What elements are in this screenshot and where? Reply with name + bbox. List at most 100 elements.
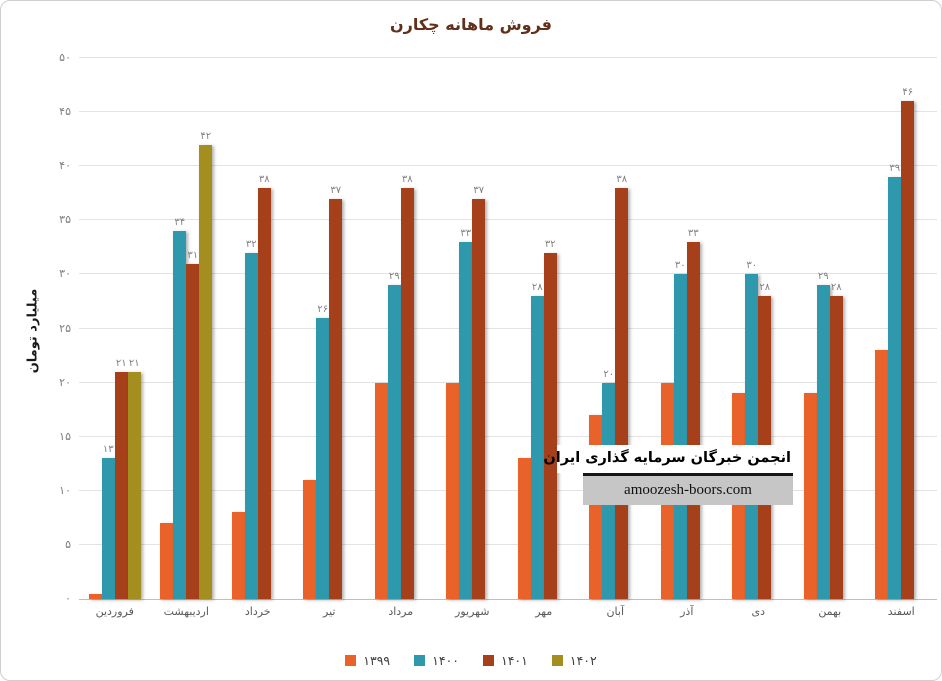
gridline xyxy=(79,435,937,437)
bar xyxy=(459,241,473,599)
x-axis-label: اسفند xyxy=(887,605,915,618)
bar-value-label: ۲۹ xyxy=(817,271,829,283)
bar-cluster: ۳۰ ۳۳ xyxy=(660,58,713,599)
bar-slot xyxy=(914,58,927,599)
bar-cluster: ۲۰ ۳۸ xyxy=(589,58,641,599)
bar-cluster: ۳۲ ۳۸ xyxy=(231,58,284,599)
bar xyxy=(673,274,687,599)
x-axis-label: فروردین xyxy=(95,605,134,618)
category-group: ۳۰ ۳۳ xyxy=(651,58,723,599)
bar xyxy=(101,458,115,599)
bar-value-label: ۲۰ xyxy=(603,368,615,380)
bar-slot xyxy=(803,58,817,599)
bar-slot: ۲۸ xyxy=(829,58,843,599)
bar-slot: ۲۱ xyxy=(127,58,141,599)
category-group: ۳۰ ۲۸ xyxy=(723,58,795,599)
y-tick-label: ۵ xyxy=(65,537,71,551)
bar-cluster: ۲۹ ۳۸ xyxy=(374,58,427,599)
category-group: ۲۸ ۳۲ xyxy=(508,58,580,599)
bar xyxy=(686,241,700,599)
bar-slot: ۲۰ xyxy=(602,58,616,599)
bar-cluster: ۲۶ ۳۷ xyxy=(303,58,355,599)
bar-value-label: ۳۳ xyxy=(687,227,699,239)
gridline xyxy=(79,489,937,491)
gridline xyxy=(79,273,937,275)
bar-slot: ۳۸ xyxy=(257,58,271,599)
bar-slot xyxy=(231,58,245,599)
bar-value-label: ۳۷ xyxy=(473,184,485,196)
bar-value-label: ۳۲ xyxy=(245,238,257,250)
bar-slot xyxy=(843,58,856,599)
category-group: ۱۳ ۲۱ ۲۱ xyxy=(79,58,151,599)
bar-slot xyxy=(660,58,674,599)
bar-value-label: ۳۹ xyxy=(889,163,901,175)
bar-slot xyxy=(557,58,570,599)
bar-value-label: ۲۶ xyxy=(317,303,329,315)
y-tick-label: ۳۵ xyxy=(59,213,71,227)
y-tick-label: ۴۰ xyxy=(59,159,71,173)
legend-swatch xyxy=(551,655,563,666)
bar-slot: ۳۸ xyxy=(615,58,629,599)
y-tick-label: ۱۵ xyxy=(59,429,71,443)
bar-slot xyxy=(875,58,889,599)
bar-cluster: ۲۹ ۲۸ xyxy=(803,58,856,599)
bar-slot xyxy=(485,58,498,599)
bar-value-label: ۳۲ xyxy=(544,238,556,250)
bar xyxy=(589,415,603,599)
bar xyxy=(114,371,128,599)
bar-value-label: ۳۰ xyxy=(674,260,686,272)
bar xyxy=(303,479,317,599)
category-group: ۲۹ ۳۸ xyxy=(365,58,437,599)
bar xyxy=(615,187,629,599)
bar-value-label: ۲۸ xyxy=(531,282,543,294)
bar-slot: ۳۳ xyxy=(686,58,700,599)
x-axis-label: شهریور xyxy=(455,605,490,618)
bar-cluster: ۳۴ ۳۱ ۴۲ xyxy=(160,58,213,599)
x-axis-label: تیر xyxy=(323,605,336,618)
bar-cluster: ۳۹ ۴۶ xyxy=(875,58,927,599)
bar xyxy=(829,296,843,599)
bar-value-label: ۳۴ xyxy=(174,217,186,229)
plot-area: ۱۳ ۲۱ ۲۱ ۳۴ ۳۱ ۴۲ ۳۲ ۳۸ ۲۶ ۳۷ ۲۹ ۳۸ ۳۳ ۳۷ ۲۸ ۳۲ ۲۰ ۳۸ ۳۰ ۳۳… xyxy=(79,57,937,600)
bar-value-label: ۴۶ xyxy=(902,87,914,99)
bar xyxy=(446,382,460,599)
legend-item: ۱۴۰۱ xyxy=(483,653,528,668)
bar xyxy=(387,285,401,599)
gridline xyxy=(79,219,937,221)
bar xyxy=(875,350,889,599)
bar-slot xyxy=(517,58,531,599)
bar xyxy=(400,187,414,599)
bar-slot: ۲۸ xyxy=(758,58,772,599)
bar-value-label: ۳۸ xyxy=(258,173,270,185)
bar-value-label: ۳۷ xyxy=(330,184,342,196)
x-axis-label: اردیبهشت xyxy=(163,605,209,618)
bar-slot xyxy=(628,58,641,599)
bar-slot: ۲۹ xyxy=(816,58,830,599)
bar-slot: ۳۲ xyxy=(244,58,258,599)
bar-slot: ۳۷ xyxy=(329,58,343,599)
category-group: ۲۹ ۲۸ xyxy=(794,58,866,599)
bar-slot: ۲۹ xyxy=(387,58,401,599)
bar-slot: ۱۳ xyxy=(101,58,115,599)
bar-slot: ۳۰ xyxy=(673,58,687,599)
legend: ۱۳۹۹ ۱۴۰۰ ۱۴۰۱ ۱۴۰۲ xyxy=(1,653,941,668)
category-group: ۲۰ ۳۸ xyxy=(580,58,652,599)
bar-value-label: ۲۸ xyxy=(830,282,842,294)
bar-slot xyxy=(88,58,102,599)
gridline xyxy=(79,111,937,113)
gridline xyxy=(79,165,937,167)
bar-value-label: ۱۳ xyxy=(102,444,114,456)
legend-label: ۱۴۰۲ xyxy=(569,653,597,668)
legend-item: ۱۴۰۲ xyxy=(551,653,597,668)
bar xyxy=(901,101,915,599)
bar xyxy=(816,285,830,599)
bar xyxy=(517,458,531,599)
bar xyxy=(803,393,817,599)
bar xyxy=(244,252,258,599)
bar xyxy=(186,263,200,599)
legend-label: ۱۳۹۹ xyxy=(363,653,391,668)
bar-slot: ۳۱ xyxy=(186,58,200,599)
bar-slot: ۲۱ xyxy=(114,58,128,599)
bar-slot: ۳۷ xyxy=(472,58,486,599)
